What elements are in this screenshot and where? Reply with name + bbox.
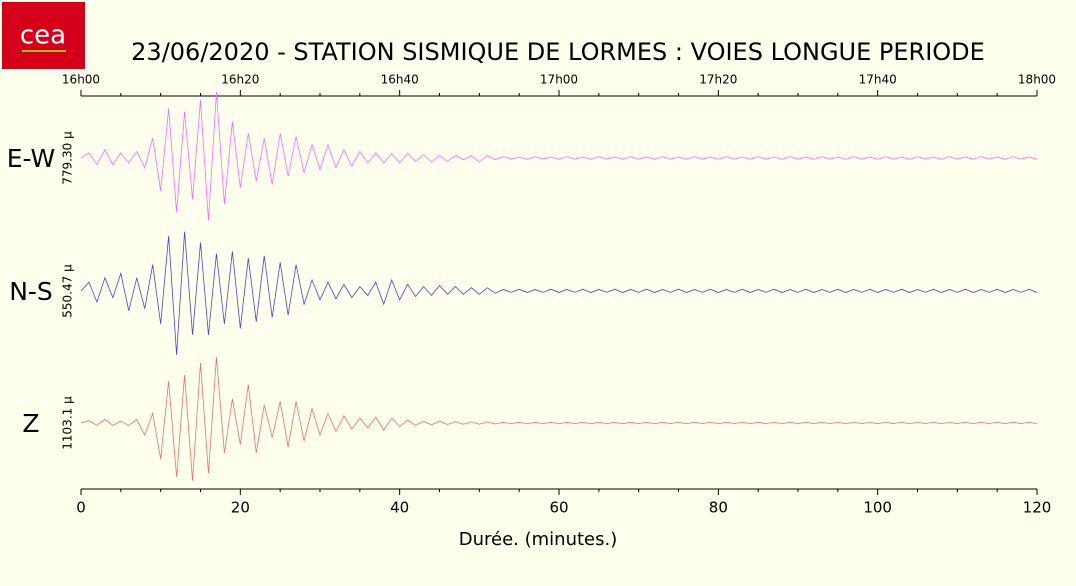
trace-scale: 779.30 µ	[61, 131, 75, 185]
chart-title: 23/06/2020 - STATION SISMIQUE DE LORMES …	[131, 38, 985, 66]
x-tick-label: 0	[76, 499, 86, 517]
trace-scale: 1103.1 µ	[61, 396, 75, 450]
trace	[80, 356, 1038, 481]
trace-name: N-S	[9, 277, 53, 306]
trace	[80, 91, 1038, 221]
x-tick-label: 120	[1023, 499, 1052, 517]
x2-tick-label: 16h40	[381, 73, 419, 87]
x-tick-label: 60	[549, 499, 568, 517]
x2-tick-label: 18h00	[1018, 73, 1056, 87]
logo-box	[2, 2, 85, 69]
x2-tick-label: 17h00	[540, 73, 578, 87]
x2-tick-label: 16h20	[221, 73, 259, 87]
x-tick-label: 100	[863, 499, 892, 517]
trace-scale: 550.47 µ	[61, 264, 75, 318]
x2-tick-label: 17h20	[699, 73, 737, 87]
x-axis-label: Durée. (minutes.)	[459, 529, 618, 550]
logo-text: cea	[20, 21, 66, 51]
x-tick-label: 80	[709, 499, 728, 517]
x-tick-label: 40	[390, 499, 409, 517]
trace	[80, 231, 1038, 355]
x2-tick-label: 17h40	[859, 73, 897, 87]
trace-name: Z	[22, 409, 39, 438]
x-tick-label: 20	[231, 499, 250, 517]
x2-tick-label: 16h00	[62, 73, 100, 87]
trace-name: E-W	[7, 144, 56, 173]
